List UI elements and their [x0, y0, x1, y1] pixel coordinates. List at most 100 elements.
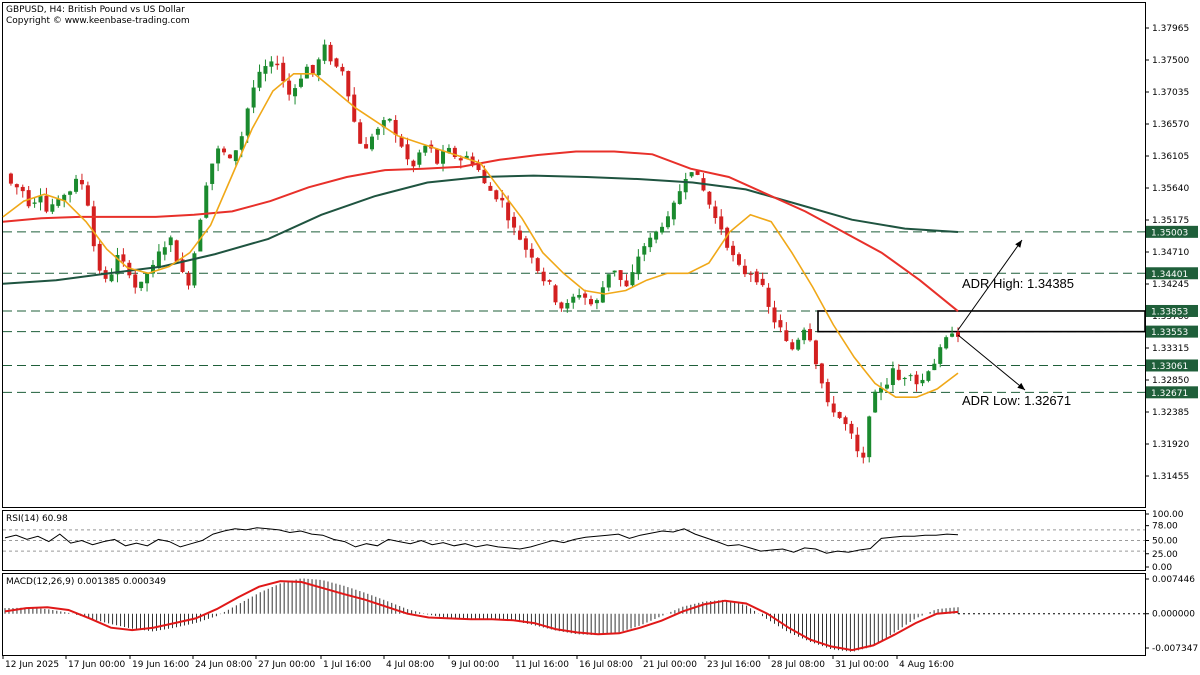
candle-body-up	[796, 339, 801, 350]
rsi-tick-label: 100.00	[1152, 510, 1184, 520]
candle-body-down	[133, 274, 138, 288]
x-tick-label: 27 Jun 00:00	[258, 660, 315, 670]
candle-body-up	[606, 274, 611, 288]
candle-body-up	[423, 145, 428, 153]
candle-body-up	[38, 196, 43, 203]
candle-body-down	[725, 227, 730, 248]
y-tick-label: 1.36570	[1152, 120, 1189, 130]
candle-body-up	[636, 256, 641, 275]
candle-body-down	[97, 243, 102, 271]
candle-body-up	[648, 237, 653, 248]
x-tick-label: 23 Jul 16:00	[707, 660, 761, 670]
rsi-line	[4, 527, 959, 554]
candle-body-down	[914, 374, 919, 385]
candle-body-up	[873, 391, 878, 413]
rsi-tick-label: 0.00	[1152, 563, 1172, 573]
rsi-title: RSI(14) 60.98	[6, 514, 68, 524]
candle-body-down	[512, 216, 517, 228]
main-panel-frame	[2, 2, 1146, 508]
candle-body-down	[731, 245, 736, 256]
candle-body-up	[257, 71, 262, 88]
candle-body-up	[145, 273, 150, 284]
candle-body-up	[867, 416, 872, 458]
candle-body-up	[938, 347, 943, 364]
candle-body-down	[624, 280, 629, 287]
candle-body-up	[950, 333, 955, 337]
candle-body-down	[399, 136, 404, 147]
candle-body-up	[884, 384, 889, 389]
level-badge	[1146, 225, 1198, 238]
candle-body-up	[665, 216, 670, 228]
candle-body-down	[778, 320, 783, 328]
candle-body-up	[50, 204, 55, 212]
candle-body-up	[269, 61, 274, 67]
x-tick-label: 9 Jul 00:00	[451, 660, 500, 670]
y-tick-label: 1.33780	[1152, 312, 1189, 322]
macd-title: MACD(12,26,9) 0.001385 0.000349	[6, 577, 166, 587]
candle-body-up	[890, 368, 895, 386]
candle-body-up	[156, 251, 161, 268]
candle-body-down	[742, 265, 747, 275]
candle-body-down	[500, 197, 505, 201]
candle-body-up	[446, 147, 451, 154]
candle-body-down	[91, 206, 96, 247]
x-tick-label: 12 Jun 2025	[5, 660, 59, 670]
candle-body-up	[115, 255, 120, 275]
candle-body-down	[85, 185, 90, 206]
candle-body-down	[553, 285, 558, 303]
candle-body-up	[150, 264, 155, 274]
candle-body-up	[233, 150, 238, 162]
rsi-layer	[3, 527, 1145, 554]
y-tick-label: 1.34245	[1152, 280, 1189, 290]
adr-high-arrow-head	[1015, 240, 1022, 248]
candle-body-up	[802, 329, 807, 341]
candle-body-up	[109, 274, 114, 282]
y-tick-label: 1.33315	[1152, 344, 1189, 354]
x-tick-label: 4 Jul 08:00	[386, 660, 435, 670]
candle-body-up	[577, 295, 582, 298]
candle-body-up	[441, 151, 446, 164]
rsi-tick-label: 78.00	[1152, 522, 1178, 532]
candle-body-down	[405, 144, 410, 160]
level-badge	[1146, 325, 1198, 338]
x-tick-label: 4 Aug 16:00	[899, 660, 954, 670]
candle-body-down	[695, 170, 700, 175]
candle-body-up	[565, 302, 570, 309]
level-badge-label: 1.33553	[1151, 328, 1188, 338]
candle-body-up	[879, 387, 884, 393]
candle-body-up	[245, 108, 250, 136]
ma-slow-line	[2, 174, 959, 285]
candle-body-up	[908, 375, 913, 377]
candle-body-up	[594, 300, 599, 304]
candle-body-up	[293, 88, 298, 97]
chart-copyright: Copyright © www.keenbase-trading.com	[6, 16, 190, 26]
x-tick-label: 16 Jul 08:00	[579, 660, 633, 670]
candle-body-down	[334, 58, 339, 67]
candle-body-down	[535, 258, 540, 271]
candle-body-down	[719, 216, 724, 230]
macd-tick-label: 0.007446	[1152, 575, 1195, 585]
candle-body-down	[364, 144, 369, 149]
adr-low-arrow	[957, 334, 1026, 391]
candle-body-up	[464, 155, 469, 159]
candle-body-up	[192, 253, 197, 286]
chart-title: GBPUSD, H4: British Pound vs US Dollar	[6, 5, 185, 15]
level-badge-label: 1.35003	[1151, 228, 1188, 238]
candle-body-down	[618, 270, 623, 281]
candle-body-up	[571, 296, 576, 303]
candle-body-down	[754, 271, 759, 283]
candle-body-down	[559, 302, 564, 309]
candle-body-down	[452, 147, 457, 157]
candle-body-down	[736, 254, 741, 265]
level-badge	[1146, 386, 1198, 399]
y-tick-label: 1.35640	[1152, 184, 1189, 194]
macd-panel-frame	[2, 573, 1146, 656]
level-badge	[1146, 304, 1198, 317]
y-tick-label: 1.37965	[1152, 24, 1189, 34]
candle-body-up	[660, 226, 665, 233]
candle-body-up	[216, 148, 221, 164]
candle-body-up	[74, 178, 79, 192]
candle-body-up	[926, 371, 931, 381]
candle-body-up	[68, 191, 73, 195]
candle-body-down	[831, 403, 836, 413]
